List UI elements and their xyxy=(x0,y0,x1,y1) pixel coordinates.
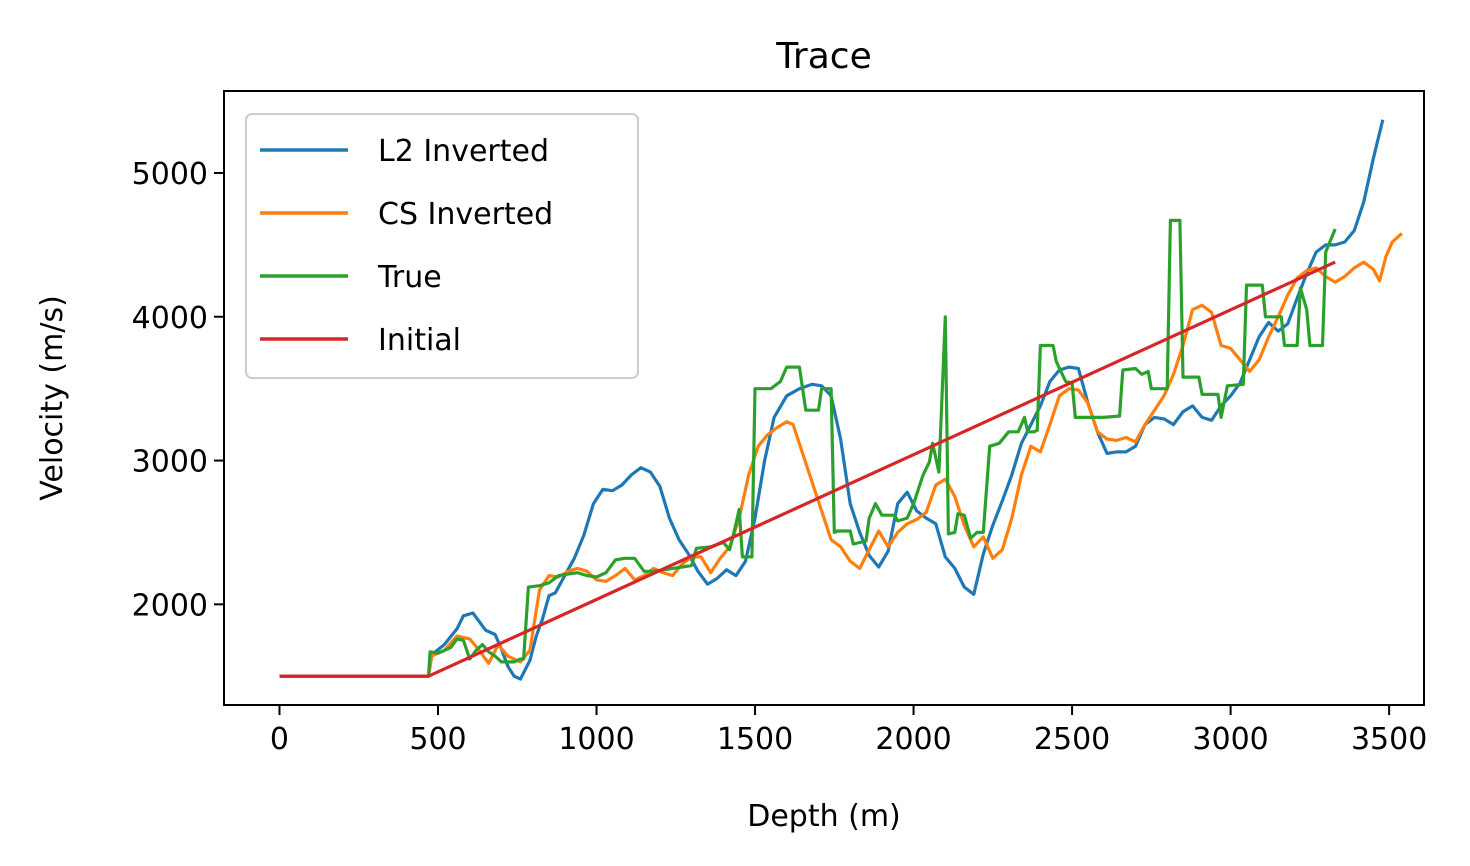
x-tick-label: 1000 xyxy=(558,722,634,757)
legend-label-true: True xyxy=(377,260,442,295)
y-axis-label: Velocity (m/s) xyxy=(35,295,70,501)
x-axis: 0 500 1000 1500 2000 2500 3000 3500 xyxy=(270,705,1427,757)
series-layer xyxy=(279,119,1403,681)
y-tick-label: 3000 xyxy=(132,445,208,480)
y-tick-label: 4000 xyxy=(132,301,208,336)
series-line-true xyxy=(279,218,1337,678)
series-line-initial xyxy=(279,260,1336,678)
legend-box xyxy=(245,113,639,379)
legend-label-initial: Initial xyxy=(378,323,461,358)
legend-items: L2 Inverted CS Inverted True Initial xyxy=(260,134,553,358)
y-tick-label: 5000 xyxy=(132,157,208,192)
chart-title: Trace xyxy=(775,36,872,77)
x-tick-label: 3000 xyxy=(1192,722,1268,757)
plot-frame xyxy=(223,90,1425,706)
legend: L2 Inverted CS Inverted True Initial xyxy=(245,113,639,379)
series-line-cs-inverted xyxy=(279,232,1403,678)
legend-label-cs-inverted: CS Inverted xyxy=(378,197,553,232)
plot-area xyxy=(223,90,1425,706)
x-tick-label: 1500 xyxy=(717,722,793,757)
x-tick-label: 500 xyxy=(409,722,466,757)
x-tick-label: 2500 xyxy=(1034,722,1110,757)
x-tick-label: 3500 xyxy=(1351,722,1427,757)
y-tick-label: 2000 xyxy=(132,588,208,623)
x-tick-label: 2000 xyxy=(875,722,951,757)
x-axis-label: Depth (m) xyxy=(747,799,901,834)
legend-label-l2-inverted: L2 Inverted xyxy=(378,134,549,169)
y-axis: 2000 3000 4000 5000 xyxy=(132,157,224,623)
x-tick-label: 0 xyxy=(270,722,289,757)
